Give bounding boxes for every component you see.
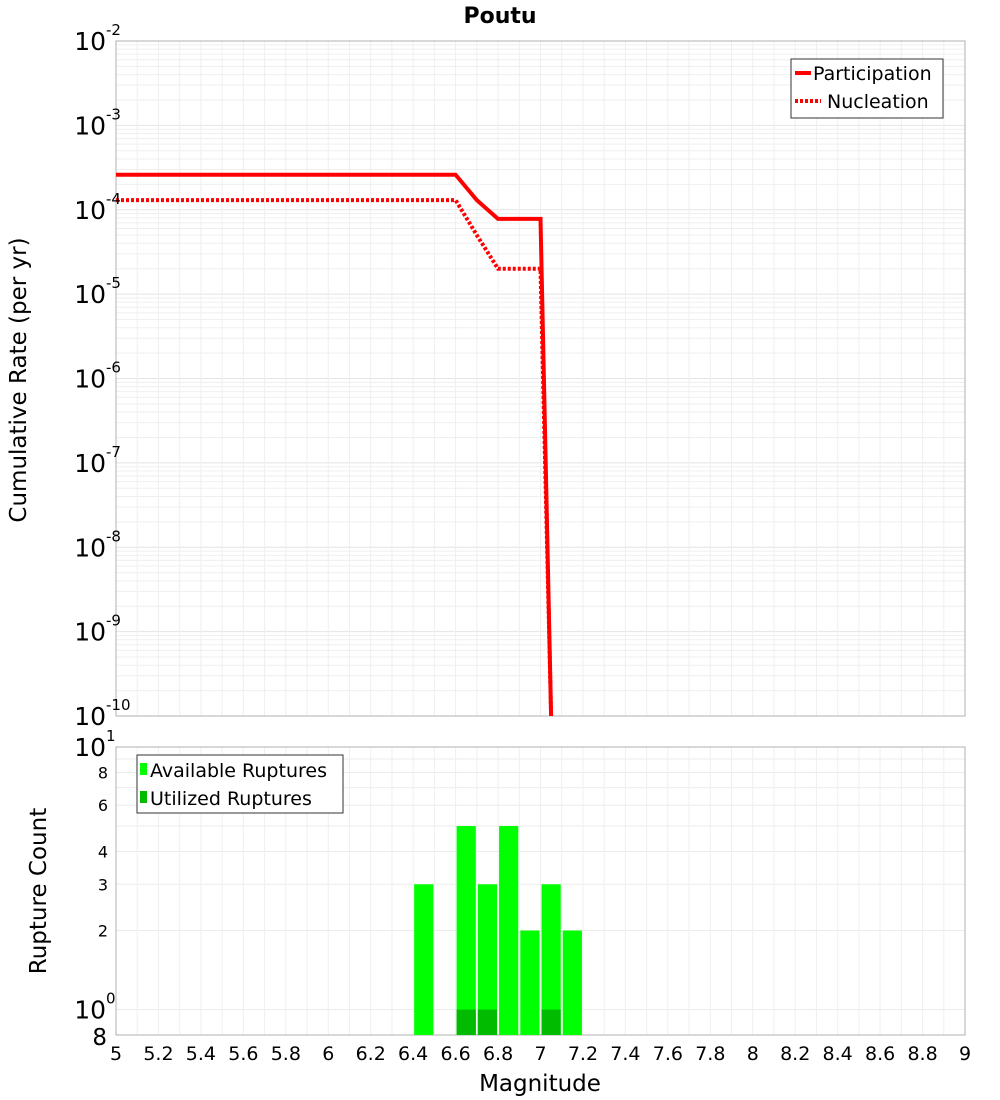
- legend-utilized-label: Utilized Ruptures: [150, 788, 312, 810]
- rate-y-tick-exponent: -5: [106, 274, 121, 292]
- rate-y-tick-base: 10: [74, 449, 106, 478]
- y-axis-label-rate: Cumulative Rate (per yr): [6, 237, 32, 522]
- x-tick-label: 8.8: [907, 1043, 937, 1065]
- available-rupture-bar: [456, 826, 476, 1035]
- rate-y-tick-exponent: -8: [106, 527, 121, 545]
- available-rupture-bar: [562, 930, 582, 1035]
- rate-y-tick: 10 -3: [74, 105, 121, 140]
- rate-plot-lines: [116, 172, 554, 717]
- available-rupture-bar: [541, 884, 561, 1035]
- x-axis-label: Magnitude: [479, 1071, 601, 1097]
- rate-y-tick-base: 10: [74, 533, 106, 562]
- count-y-tick-exponent: 0: [106, 990, 116, 1008]
- rate-y-tick: 10 -6: [74, 359, 121, 394]
- rate-y-tick-base: 10: [74, 618, 106, 647]
- available-rupture-bar: [499, 826, 519, 1035]
- x-tick-label: 7.2: [568, 1043, 598, 1065]
- legend-participation-label: Participation: [813, 63, 932, 85]
- utilized-rupture-bar: [477, 1009, 498, 1035]
- count-plot-frame: [115, 746, 966, 1036]
- x-tick-labels: 5 5.2 5.4 5.6 5.8 6 6.2 6.4 6.6 6.8 7 7.2 7.4 7.6 7.8 8…: [110, 1043, 971, 1065]
- rate-y-tick-exponent: -4: [106, 190, 121, 208]
- y-axis-label-count: Rupture Count: [26, 808, 52, 974]
- rate-y-tick-base: 10: [74, 196, 106, 225]
- count-y-tick-minor: 8: [98, 763, 108, 782]
- count-y-tick-minor: 4: [98, 842, 108, 861]
- rate-plot-grid: [115, 41, 966, 717]
- rate-y-tick-base: 10: [74, 365, 106, 394]
- rate-y-tick: 10 -9: [74, 612, 121, 647]
- utilized-rupture-bar: [541, 1009, 561, 1035]
- available-rupture-bar: [477, 884, 498, 1035]
- legend-utilized-swatch: [140, 791, 147, 803]
- x-tick-label: 8: [747, 1043, 759, 1065]
- count-y-tick-exponent: 1: [106, 727, 116, 745]
- count-plot-bars: [414, 826, 582, 1035]
- available-rupture-bar: [520, 930, 540, 1035]
- x-tick-label: 8.2: [780, 1043, 810, 1065]
- count-y-tick-major: 10 1: [74, 727, 115, 762]
- rate-y-tick-base: 10: [74, 702, 106, 731]
- chart-title: Poutu: [463, 4, 536, 29]
- rate-y-tick-exponent: -3: [106, 105, 121, 123]
- count-y-tick-major: 10 0: [74, 990, 115, 1025]
- x-tick-label: 8.4: [823, 1043, 853, 1065]
- available-rupture-bar: [414, 884, 434, 1035]
- count-legend-box: [136, 754, 344, 814]
- rate-y-tick-labels: 10-210-310-410-510-610-710-810-910-10: [74, 21, 130, 731]
- series-line-participation: [116, 172, 554, 717]
- count-y-tick-bottom: 8: [92, 1025, 107, 1051]
- utilized-rupture-bar: [456, 1009, 476, 1035]
- x-tick-label: 5.4: [186, 1043, 216, 1065]
- rate-legend: Participation Nucleation: [790, 58, 944, 119]
- x-tick-label: 6: [322, 1043, 334, 1065]
- count-y-tick-minor: 3: [98, 875, 108, 894]
- x-tick-label: 7: [534, 1043, 546, 1065]
- rate-y-tick: 10 -5: [74, 274, 121, 309]
- x-tick-label: 5.2: [143, 1043, 173, 1065]
- x-tick-label: 6.8: [483, 1043, 513, 1065]
- count-legend: Available Ruptures Utilized Ruptures: [136, 754, 344, 814]
- rate-y-tick: 10 -2: [74, 21, 121, 56]
- x-tick-label: 9: [959, 1043, 971, 1065]
- rate-y-tick: 10 -8: [74, 527, 121, 562]
- rate-y-tick: 10 -4: [74, 190, 121, 225]
- rate-y-tick-base: 10: [74, 280, 106, 309]
- x-tick-label: 7.8: [695, 1043, 725, 1065]
- series-line-nucleation: [116, 198, 554, 717]
- rate-legend-box: [790, 58, 944, 119]
- x-tick-label: 7.6: [653, 1043, 683, 1065]
- rate-y-tick-exponent: -9: [106, 612, 121, 630]
- count-y-tick-base: 10: [74, 996, 106, 1025]
- x-tick-label: 6.2: [356, 1043, 386, 1065]
- legend-available-swatch: [140, 763, 147, 775]
- rate-y-tick: 10 -10: [74, 696, 130, 731]
- count-y-tick-minor: 6: [98, 796, 108, 815]
- x-tick-label: 7.4: [610, 1043, 640, 1065]
- rate-y-tick: 10 -7: [74, 443, 121, 478]
- count-y-tick-minor: 2: [98, 922, 108, 941]
- x-tick-label: 6.4: [398, 1043, 428, 1065]
- legend-nucleation-label: Nucleation: [827, 91, 929, 113]
- x-tick-label: 5.8: [271, 1043, 301, 1065]
- legend-available-label: Available Ruptures: [150, 760, 327, 782]
- x-tick-label: 6.6: [440, 1043, 470, 1065]
- x-tick-label: 5: [110, 1043, 122, 1065]
- rate-y-tick-exponent: -6: [106, 359, 121, 377]
- x-tick-label: 8.6: [865, 1043, 895, 1065]
- x-tick-label: 5.6: [228, 1043, 258, 1065]
- rate-y-tick-exponent: -7: [106, 443, 121, 461]
- rate-y-tick-exponent: -10: [106, 696, 131, 714]
- rate-y-tick-base: 10: [74, 111, 106, 140]
- count-y-tick-base: 10: [74, 733, 106, 762]
- rate-plot-frame: [115, 40, 966, 717]
- rate-y-tick-base: 10: [74, 27, 106, 56]
- rate-y-tick-exponent: -2: [106, 21, 121, 39]
